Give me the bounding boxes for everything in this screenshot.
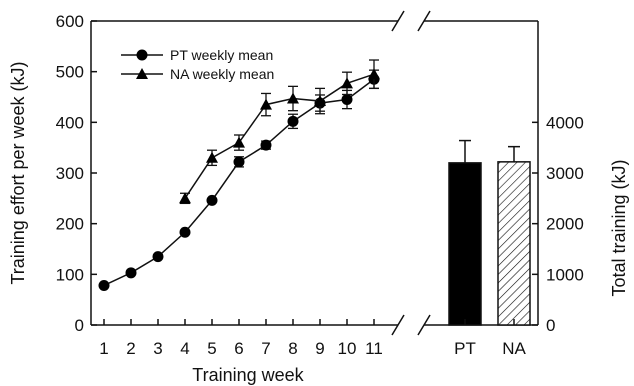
legend-marker-na bbox=[136, 68, 148, 79]
axis-break-mark bbox=[391, 314, 405, 336]
y-right-tick-label: 2000 bbox=[546, 215, 584, 234]
y-left-tick-label: 400 bbox=[56, 113, 84, 132]
x-tick-label: 1 bbox=[99, 339, 108, 358]
bar-category-label: NA bbox=[502, 339, 526, 358]
y-right-tick-label: 3000 bbox=[546, 164, 584, 183]
y-left-tick-label: 300 bbox=[56, 164, 84, 183]
series-point-pt bbox=[341, 94, 353, 106]
series-point-na bbox=[260, 98, 272, 110]
x-tick-label: 9 bbox=[315, 339, 324, 358]
x-tick-label: 2 bbox=[126, 339, 135, 358]
series-point-pt bbox=[98, 279, 110, 291]
series-point-pt bbox=[287, 115, 299, 127]
y-axis-left-ticks: 0 100 200 300 400 500 600 bbox=[56, 12, 97, 335]
series-point-na bbox=[314, 95, 326, 107]
x-tick-label: 3 bbox=[153, 339, 162, 358]
y-axis-right-ticks: 0 1000 2000 3000 4000 bbox=[532, 113, 584, 335]
axis-break-mark bbox=[391, 10, 405, 32]
y-right-tick-label: 1000 bbox=[546, 265, 584, 284]
y-axis-left-title: Training effort per week (kJ) bbox=[8, 61, 28, 284]
series-point-pt bbox=[260, 139, 272, 151]
series-point-pt bbox=[152, 251, 164, 263]
axis-break-mark bbox=[417, 10, 431, 32]
legend: PT weekly mean NA weekly mean bbox=[121, 47, 274, 82]
y-left-tick-label: 100 bbox=[56, 265, 84, 284]
y-right-tick-label: 4000 bbox=[546, 113, 584, 132]
series-point-na bbox=[341, 77, 353, 89]
bar-na bbox=[497, 161, 531, 326]
y-axis-right-title: Total training (kJ) bbox=[609, 159, 629, 296]
y-left-tick-label: 500 bbox=[56, 63, 84, 82]
bar-pt bbox=[448, 162, 482, 326]
x-tick-label: 8 bbox=[288, 339, 297, 358]
bar-category-label: PT bbox=[454, 339, 476, 358]
series-point-na bbox=[287, 92, 299, 104]
x-tick-label: 10 bbox=[338, 339, 357, 358]
x-axis-title: Training week bbox=[192, 365, 304, 385]
x-tick-label: 4 bbox=[180, 339, 189, 358]
y-left-tick-label: 200 bbox=[56, 215, 84, 234]
series-point-na bbox=[206, 151, 218, 163]
legend-marker-pt bbox=[136, 49, 148, 61]
axis-break-mark bbox=[417, 314, 431, 336]
series-point-na bbox=[233, 136, 245, 148]
series-point-pt bbox=[206, 194, 218, 206]
series-point-pt bbox=[179, 226, 191, 238]
y-left-tick-label: 600 bbox=[56, 12, 84, 31]
x-tick-label: 5 bbox=[207, 339, 216, 358]
x-axis-ticks: 1 2 3 4 5 6 7 8 9 10 11 bbox=[99, 319, 383, 358]
y-left-tick-label: 0 bbox=[75, 316, 84, 335]
series-point-pt bbox=[125, 267, 137, 279]
x-tick-label: 7 bbox=[261, 339, 270, 358]
bar-layer: PT NA bbox=[448, 139, 531, 358]
line-layer bbox=[98, 59, 380, 291]
series-line-0 bbox=[103, 78, 375, 287]
x-tick-label: 11 bbox=[365, 339, 383, 358]
y-right-tick-label: 0 bbox=[546, 316, 555, 335]
legend-label-na: NA weekly mean bbox=[170, 66, 274, 82]
series-point-na bbox=[368, 68, 380, 80]
series-point-na bbox=[179, 192, 191, 204]
x-tick-label: 6 bbox=[234, 339, 243, 358]
legend-label-pt: PT weekly mean bbox=[170, 47, 273, 63]
series-line-1 bbox=[184, 73, 375, 199]
series-point-pt bbox=[233, 156, 245, 168]
